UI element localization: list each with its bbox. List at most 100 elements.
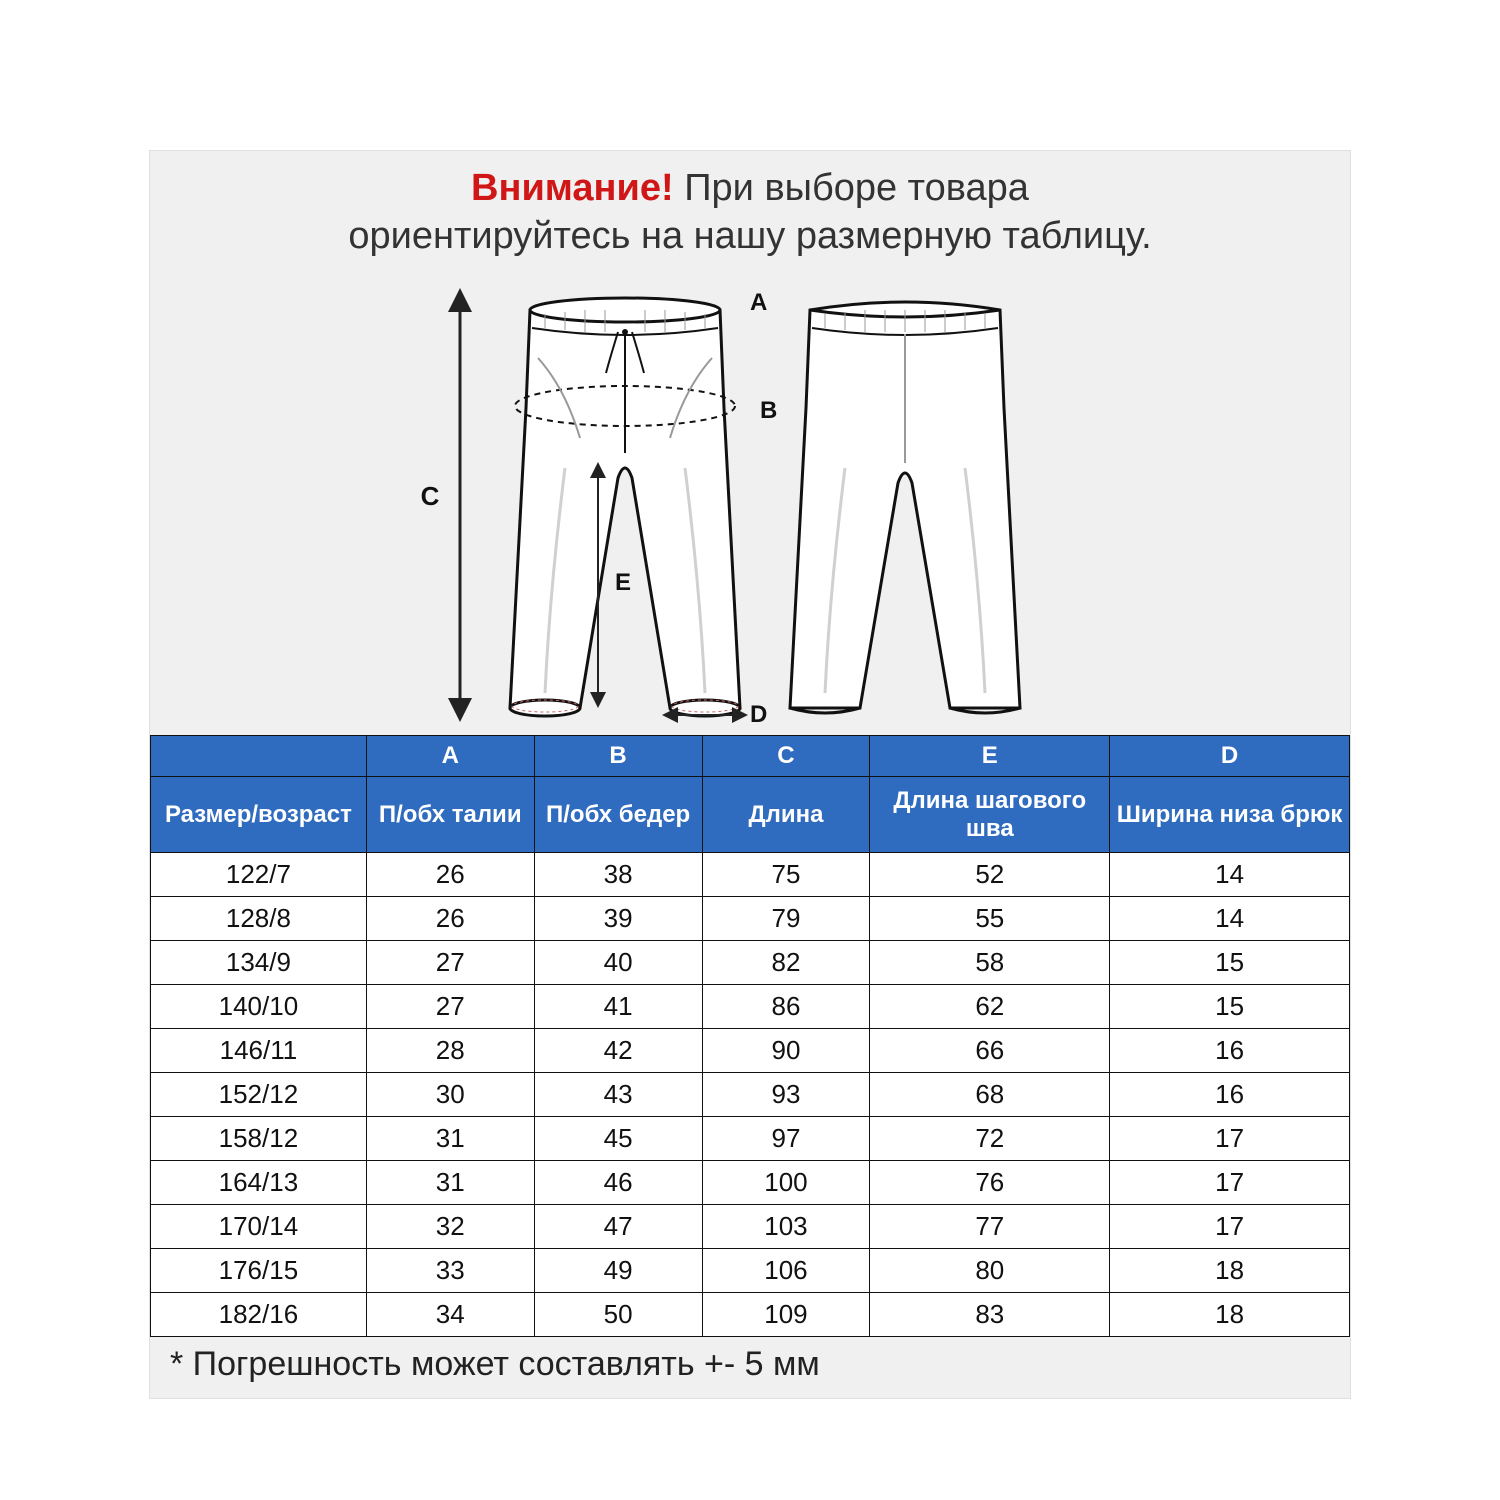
table-cell: 62 — [870, 985, 1110, 1029]
table-cell: 50 — [534, 1293, 702, 1337]
table-cell: 18 — [1110, 1249, 1350, 1293]
table-row: 164/1331461007617 — [151, 1161, 1350, 1205]
table-cell: 15 — [1110, 941, 1350, 985]
table-cell: 31 — [366, 1117, 534, 1161]
size-table-label-cell: П/обх бедер — [534, 777, 702, 853]
table-cell: 97 — [702, 1117, 870, 1161]
table-cell: 41 — [534, 985, 702, 1029]
label-d: D — [750, 701, 767, 728]
table-cell: 182/16 — [151, 1293, 367, 1337]
size-table-label-cell: Размер/возраст — [151, 777, 367, 853]
table-cell: 103 — [702, 1205, 870, 1249]
table-cell: 134/9 — [151, 941, 367, 985]
table-row: 128/82639795514 — [151, 897, 1350, 941]
table-cell: 170/14 — [151, 1205, 367, 1249]
table-cell: 31 — [366, 1161, 534, 1205]
table-row: 140/102741866215 — [151, 985, 1350, 1029]
table-cell: 176/15 — [151, 1249, 367, 1293]
table-cell: 16 — [1110, 1029, 1350, 1073]
table-row: 158/123145977217 — [151, 1117, 1350, 1161]
size-table: ABCED Размер/возрастП/обх талииП/обх бед… — [150, 735, 1350, 1337]
table-cell: 46 — [534, 1161, 702, 1205]
table-row: 182/1634501098318 — [151, 1293, 1350, 1337]
table-cell: 164/13 — [151, 1161, 367, 1205]
size-table-labels-row: Размер/возрастП/обх талииП/обх бедерДлин… — [151, 777, 1350, 853]
table-cell: 30 — [366, 1073, 534, 1117]
table-cell: 109 — [702, 1293, 870, 1337]
label-e: E — [615, 569, 631, 596]
size-table-letter-cell: B — [534, 736, 702, 777]
table-cell: 79 — [702, 897, 870, 941]
table-cell: 14 — [1110, 897, 1350, 941]
table-cell: 49 — [534, 1249, 702, 1293]
table-cell: 26 — [366, 897, 534, 941]
table-cell: 100 — [702, 1161, 870, 1205]
size-table-letter-cell: E — [870, 736, 1110, 777]
table-row: 122/72638755214 — [151, 853, 1350, 897]
table-cell: 72 — [870, 1117, 1110, 1161]
table-cell: 17 — [1110, 1117, 1350, 1161]
pants-diagram: C A B E D — [150, 270, 1350, 730]
table-cell: 33 — [366, 1249, 534, 1293]
table-row: 146/112842906616 — [151, 1029, 1350, 1073]
table-cell: 18 — [1110, 1293, 1350, 1337]
size-table-label-cell: Длина — [702, 777, 870, 853]
table-cell: 77 — [870, 1205, 1110, 1249]
size-table-letter-cell: C — [702, 736, 870, 777]
table-cell: 17 — [1110, 1161, 1350, 1205]
table-cell: 140/10 — [151, 985, 367, 1029]
notice-rest1: При выборе товара — [674, 167, 1029, 209]
table-cell: 14 — [1110, 853, 1350, 897]
table-cell: 55 — [870, 897, 1110, 941]
table-cell: 16 — [1110, 1073, 1350, 1117]
table-cell: 106 — [702, 1249, 870, 1293]
table-cell: 80 — [870, 1249, 1110, 1293]
size-table-body: 122/72638755214128/82639795514134/927408… — [151, 853, 1350, 1337]
table-cell: 66 — [870, 1029, 1110, 1073]
table-cell: 82 — [702, 941, 870, 985]
size-table-letter-cell: D — [1110, 736, 1350, 777]
footnote: * Погрешность может составлять +- 5 мм — [150, 1337, 1350, 1398]
table-cell: 68 — [870, 1073, 1110, 1117]
table-cell: 90 — [702, 1029, 870, 1073]
label-a: A — [750, 289, 767, 316]
table-cell: 47 — [534, 1205, 702, 1249]
table-cell: 122/7 — [151, 853, 367, 897]
size-table-label-cell: Ширина низа брюк — [1110, 777, 1350, 853]
size-table-letters-row: ABCED — [151, 736, 1350, 777]
table-cell: 27 — [366, 985, 534, 1029]
table-row: 134/92740825815 — [151, 941, 1350, 985]
table-cell: 27 — [366, 941, 534, 985]
table-cell: 83 — [870, 1293, 1110, 1337]
table-cell: 26 — [366, 853, 534, 897]
table-cell: 86 — [702, 985, 870, 1029]
table-cell: 28 — [366, 1029, 534, 1073]
table-cell: 75 — [702, 853, 870, 897]
table-row: 152/123043936816 — [151, 1073, 1350, 1117]
table-cell: 146/11 — [151, 1029, 367, 1073]
size-table-letter-cell: A — [366, 736, 534, 777]
table-cell: 40 — [534, 941, 702, 985]
size-table-head: ABCED Размер/возрастП/обх талииП/обх бед… — [151, 736, 1350, 853]
notice-line2: ориентируйтесь на нашу размерную таблицу… — [348, 215, 1151, 257]
size-table-label-cell: П/обх талии — [366, 777, 534, 853]
table-cell: 39 — [534, 897, 702, 941]
table-cell: 45 — [534, 1117, 702, 1161]
dim-b: B — [760, 397, 777, 424]
table-cell: 17 — [1110, 1205, 1350, 1249]
label-c: C — [421, 481, 440, 511]
table-row: 170/1432471037717 — [151, 1205, 1350, 1249]
table-cell: 152/12 — [151, 1073, 367, 1117]
table-cell: 34 — [366, 1293, 534, 1337]
notice-warn: Внимание! — [471, 167, 674, 209]
table-cell: 32 — [366, 1205, 534, 1249]
canvas: Внимание! При выборе товара ориентируйте… — [0, 0, 1500, 1500]
table-cell: 93 — [702, 1073, 870, 1117]
table-cell: 128/8 — [151, 897, 367, 941]
size-table-letter-cell — [151, 736, 367, 777]
table-cell: 43 — [534, 1073, 702, 1117]
size-table-label-cell: Длина шагового шва — [870, 777, 1110, 853]
table-cell: 52 — [870, 853, 1110, 897]
table-cell: 42 — [534, 1029, 702, 1073]
table-row: 176/1533491068018 — [151, 1249, 1350, 1293]
